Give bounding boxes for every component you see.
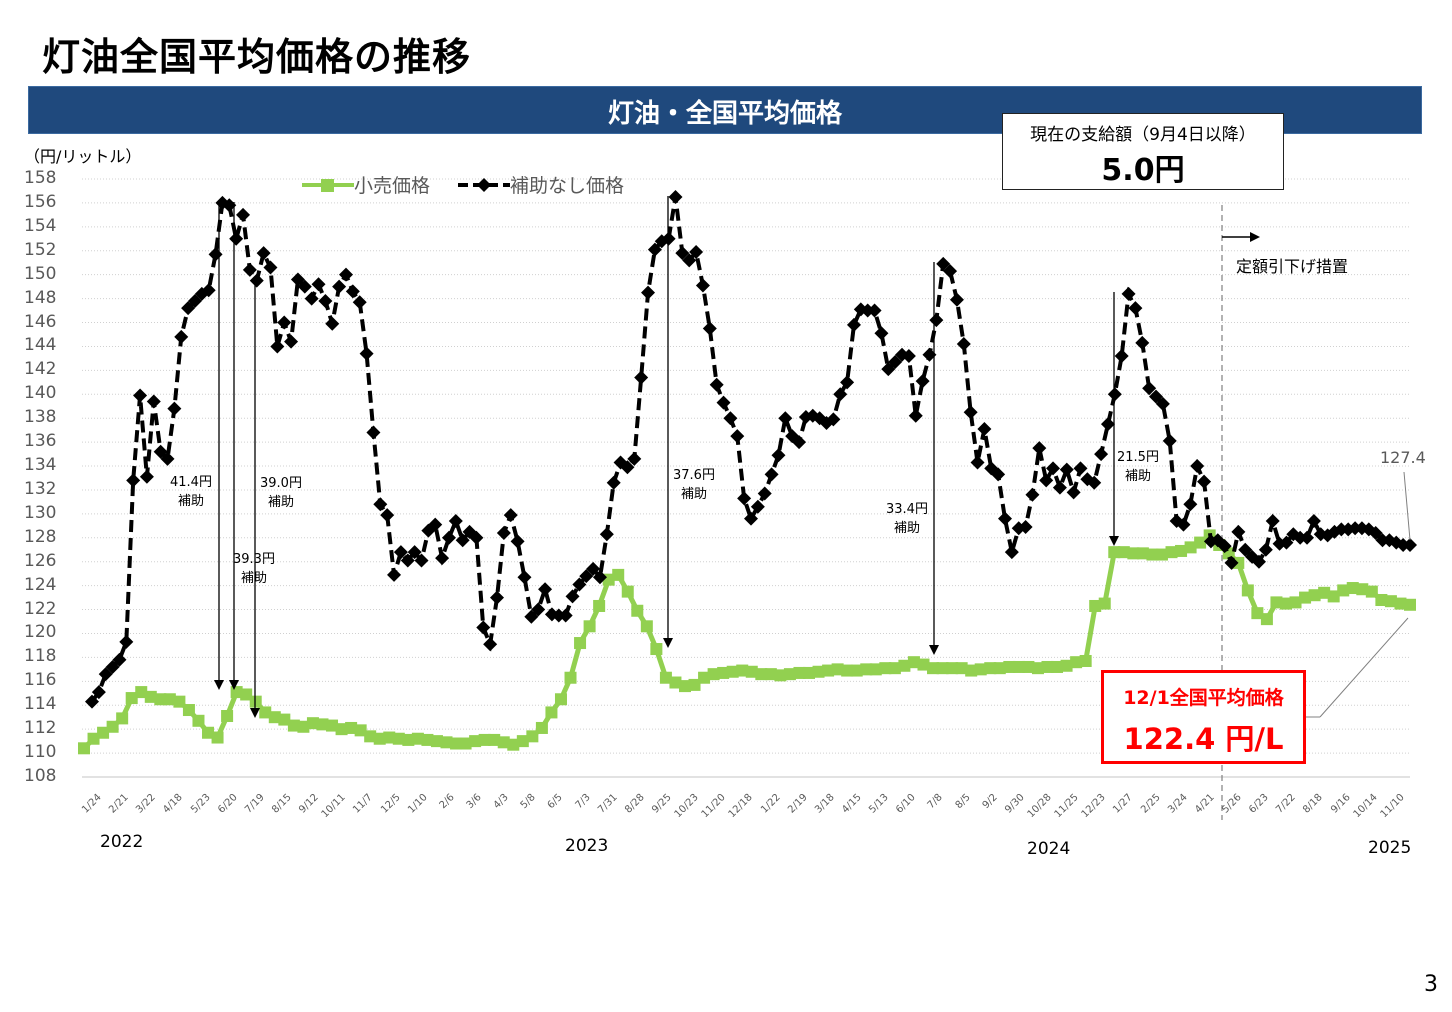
chart-title: 灯油・全国平均価格 bbox=[607, 99, 842, 129]
y-tick-label: 124 bbox=[24, 574, 57, 595]
legend-label: 補助なし価格 bbox=[510, 175, 625, 197]
page-title: 灯油全国平均価格の推移 bbox=[42, 35, 472, 79]
subsidy-amount: 21.5円 bbox=[1117, 450, 1159, 465]
y-tick-label: 130 bbox=[24, 502, 57, 523]
subsidy-text: 補助 bbox=[267, 495, 294, 510]
legend-label: 小売価格 bbox=[354, 175, 431, 197]
current-price-label: 12/1全国平均価格 bbox=[1123, 687, 1284, 709]
y-tick-label: 118 bbox=[24, 646, 57, 667]
y-tick-label: 140 bbox=[24, 383, 57, 404]
subsidy-amount: 39.0円 bbox=[260, 476, 302, 491]
subsidy-note: 41.4円 補助 bbox=[170, 473, 212, 511]
current-price-value: 122.4 円/L bbox=[1123, 722, 1284, 756]
subsidy-note: 33.4円 補助 bbox=[886, 500, 928, 538]
callout-value: 5.0円 bbox=[1101, 153, 1185, 188]
last-value-label: 127.4 bbox=[1380, 448, 1426, 467]
subsidy-note: 39.3円 補助 bbox=[233, 550, 275, 588]
y-tick-label: 136 bbox=[24, 431, 57, 452]
chart-legend: 小売価格 補助なし価格 bbox=[302, 171, 652, 198]
page-number: 3 bbox=[1424, 972, 1438, 997]
y-tick-label: 114 bbox=[24, 694, 57, 715]
subsidy-note: 21.5円 補助 bbox=[1117, 448, 1159, 486]
square-marker-icon bbox=[302, 178, 354, 192]
y-tick-label: 152 bbox=[24, 239, 57, 260]
diamond-marker-icon bbox=[458, 177, 511, 192]
y-tick-label: 146 bbox=[24, 311, 57, 332]
y-tick-label: 120 bbox=[24, 622, 57, 643]
y-tick-label: 154 bbox=[24, 215, 57, 236]
y-tick-label: 132 bbox=[24, 478, 57, 499]
y-tick-label: 156 bbox=[24, 191, 57, 212]
y-tick-label: 158 bbox=[24, 168, 57, 188]
current-price-box: 12/1全国平均価格 122.4 円/L bbox=[1101, 670, 1306, 764]
subsidy-text: 補助 bbox=[240, 571, 267, 586]
y-tick-label: 138 bbox=[24, 407, 57, 428]
current-subsidy-callout: 現在の支給額（9月4日以降） 5.0円 bbox=[1002, 113, 1284, 190]
year-label-2023: 2023 bbox=[565, 836, 609, 856]
subsidy-text: 補助 bbox=[680, 487, 707, 502]
y-tick-label: 150 bbox=[24, 263, 57, 284]
subsidy-amount: 41.4円 bbox=[170, 475, 212, 490]
y-tick-label: 134 bbox=[24, 455, 57, 476]
subsidy-amount: 33.4円 bbox=[886, 502, 928, 517]
subsidy-amount: 37.6円 bbox=[673, 468, 715, 483]
subsidy-note: 37.6円 補助 bbox=[673, 466, 715, 504]
subsidy-text: 補助 bbox=[177, 494, 204, 509]
subsidy-amount: 39.3円 bbox=[233, 552, 275, 567]
callout-label: 現在の支給額（9月4日以降） bbox=[1030, 125, 1256, 145]
y-tick-label: 112 bbox=[24, 718, 57, 739]
legend-item-unsubsidized: 補助なし価格 bbox=[458, 171, 624, 198]
y-axis-unit-label: （円/リットル） bbox=[24, 147, 142, 166]
subsidy-text: 補助 bbox=[893, 521, 920, 536]
y-tick-label: 148 bbox=[24, 287, 57, 308]
y-tick-label: 108 bbox=[24, 766, 57, 786]
y-tick-label: 110 bbox=[24, 742, 57, 763]
y-tick-label: 144 bbox=[24, 335, 57, 356]
year-label-2025: 2025 bbox=[1368, 838, 1412, 858]
subsidy-note: 39.0円 補助 bbox=[260, 474, 302, 512]
year-label-2024: 2024 bbox=[1027, 839, 1071, 859]
year-label-2022: 2022 bbox=[100, 832, 144, 852]
y-tick-label: 126 bbox=[24, 550, 57, 571]
y-tick-label: 142 bbox=[24, 359, 57, 380]
fixed-reduction-label: 定額引下げ措置 bbox=[1236, 257, 1349, 276]
y-tick-label: 116 bbox=[24, 670, 57, 691]
subsidy-text: 補助 bbox=[1124, 469, 1151, 484]
legend-item-retail: 小売価格 bbox=[302, 171, 430, 198]
y-tick-label: 122 bbox=[24, 598, 57, 619]
y-tick-label: 128 bbox=[24, 526, 57, 547]
